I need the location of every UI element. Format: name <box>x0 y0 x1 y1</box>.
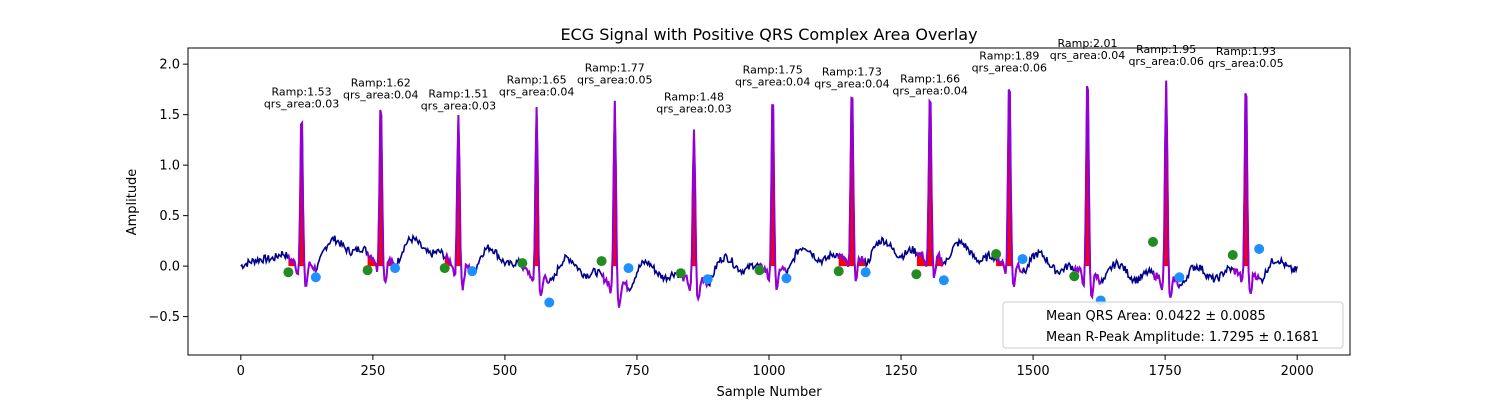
r-amp-label: Ramp:1.51 <box>428 88 488 101</box>
x-tick-label: 250 <box>360 364 385 379</box>
r-amp-label: Ramp:1.77 <box>585 61 645 74</box>
qrs-offset-marker <box>1174 272 1185 283</box>
qrs-onset-marker <box>1227 250 1238 261</box>
qrs-offset-marker <box>544 297 555 308</box>
qrs-offset-marker <box>702 274 713 285</box>
r-amp-label: Ramp:2.01 <box>1057 37 1117 50</box>
y-axis-ticks: −0.5 0.0 0.5 1.0 1.5 2.0 <box>148 58 188 325</box>
qrs-onset-marker <box>991 249 1002 260</box>
x-tick-label: 500 <box>492 364 517 379</box>
r-amp-label: Ramp:1.53 <box>272 86 332 99</box>
x-axis-ticks: 0 250 500 750 1000 1250 1500 1750 2000 <box>237 355 1314 379</box>
r-amp-label: Ramp:1.95 <box>1136 43 1196 56</box>
qrs-onset-marker <box>517 258 528 269</box>
qrs-segments <box>287 80 1261 308</box>
x-tick-label: 750 <box>625 364 650 379</box>
qrs-segment-line <box>1073 85 1102 300</box>
qrs-onset-marker <box>439 263 450 274</box>
qrs-area-fill <box>1074 86 1101 267</box>
qrs-offset-marker <box>1017 254 1028 265</box>
x-axis-label: Sample Number <box>716 385 822 400</box>
qrs-onset-marker <box>283 267 294 278</box>
y-tick-label: 2.0 <box>159 58 180 73</box>
r-amp-label: Ramp:1.73 <box>822 65 882 78</box>
qrs-area-fill <box>444 115 473 267</box>
legend: Mean QRS Area: 0.0422 ± 0.0085 Mean R-Pe… <box>1002 301 1344 349</box>
qrs-segment-line <box>1232 93 1261 294</box>
qrs-offset-marker <box>860 267 871 278</box>
qrs-area-fill <box>916 101 944 267</box>
y-axis-label: Amplitude <box>125 169 140 236</box>
x-tick-label: 2000 <box>1281 364 1314 379</box>
r-amp-label: Ramp:1.89 <box>979 49 1039 62</box>
y-tick-label: 1.0 <box>159 159 180 174</box>
onset-offset-markers <box>283 236 1265 308</box>
legend-entry-qrs-area: Mean QRS Area: 0.0422 ± 0.0085 <box>1046 309 1266 324</box>
x-tick-label: 1750 <box>1149 364 1182 379</box>
legend-entry-r-peak: Mean R-Peak Amplitude: 1.7295 ± 0.1681 <box>1046 330 1319 345</box>
legend-box <box>1002 301 1344 349</box>
qrs-offset-marker <box>467 266 478 277</box>
qrs-segment-line <box>444 115 473 291</box>
qrs-area-fill <box>838 97 866 267</box>
qrs-area-label: qrs_area:0.04 <box>892 84 967 97</box>
qrs-offset-marker <box>623 263 634 274</box>
qrs-area-fill <box>759 105 786 267</box>
qrs-area-label: qrs_area:0.04 <box>343 89 418 102</box>
x-tick-label: 1500 <box>1017 364 1050 379</box>
y-tick-label: 1.5 <box>159 108 180 123</box>
qrs-segment-line <box>995 89 1024 287</box>
qrs-onset-marker <box>596 256 607 267</box>
qrs-area-label: qrs_area:0.04 <box>814 77 889 90</box>
qrs-offset-marker <box>310 272 321 283</box>
qrs-onset-marker <box>1069 271 1080 282</box>
qrs-area-label: qrs_area:0.05 <box>577 73 652 86</box>
qrs-area-label: qrs_area:0.04 <box>499 86 574 99</box>
qrs-segment-line <box>601 100 630 308</box>
y-tick-label: −0.5 <box>148 310 180 325</box>
qrs-area-fill <box>1232 93 1260 267</box>
qrs-onset-marker <box>1147 236 1158 247</box>
r-amp-label: Ramp:1.62 <box>351 77 411 90</box>
qrs-area-fill <box>996 89 1023 267</box>
qrs-offset-marker <box>781 273 792 284</box>
qrs-offset-marker <box>1254 243 1265 254</box>
qrs-segment-line <box>287 119 317 287</box>
qrs-area-label: qrs_area:0.03 <box>421 100 496 113</box>
qrs-onset-marker <box>675 268 686 279</box>
qrs-onset-marker <box>754 265 765 276</box>
qrs-segment-line <box>837 96 866 282</box>
chart-title: ECG Signal with Positive QRS Complex Are… <box>560 25 977 44</box>
qrs-offset-marker <box>390 263 401 274</box>
qrs-area-label: qrs_area:0.04 <box>1050 49 1125 62</box>
qrs-segment-line <box>1152 80 1180 298</box>
qrs-area-fill <box>1153 80 1179 267</box>
qrs-segment-line <box>915 98 945 279</box>
qrs-onset-marker <box>362 265 373 276</box>
qrs-offset-marker <box>938 275 949 286</box>
r-amp-label: Ramp:1.65 <box>507 74 567 87</box>
qrs-area-label: qrs_area:0.03 <box>264 98 339 111</box>
qrs-onset-marker <box>911 269 922 280</box>
r-amp-label: Ramp:1.75 <box>743 63 803 76</box>
qrs-area-label: qrs_area:0.04 <box>735 75 810 88</box>
qrs-area-label: qrs_area:0.06 <box>1128 55 1203 68</box>
qrs-area-label: qrs_area:0.03 <box>656 103 731 116</box>
y-tick-label: 0.5 <box>159 209 180 224</box>
r-amp-label: Ramp:1.66 <box>900 72 960 85</box>
qrs-onset-marker <box>833 266 844 277</box>
qrs-area-label: qrs_area:0.05 <box>1208 57 1283 70</box>
beat-annotations: Ramp:1.53qrs_area:0.03Ramp:1.62qrs_area:… <box>264 37 1284 116</box>
y-tick-label: 0.0 <box>159 260 180 275</box>
qrs-segment-line <box>366 109 396 285</box>
x-tick-label: 0 <box>237 364 245 379</box>
qrs-area-label: qrs_area:0.06 <box>972 61 1047 74</box>
x-tick-label: 1000 <box>752 364 785 379</box>
qrs-segment-line <box>521 107 550 296</box>
r-amp-label: Ramp:1.48 <box>664 91 724 104</box>
x-tick-label: 1250 <box>884 364 917 379</box>
